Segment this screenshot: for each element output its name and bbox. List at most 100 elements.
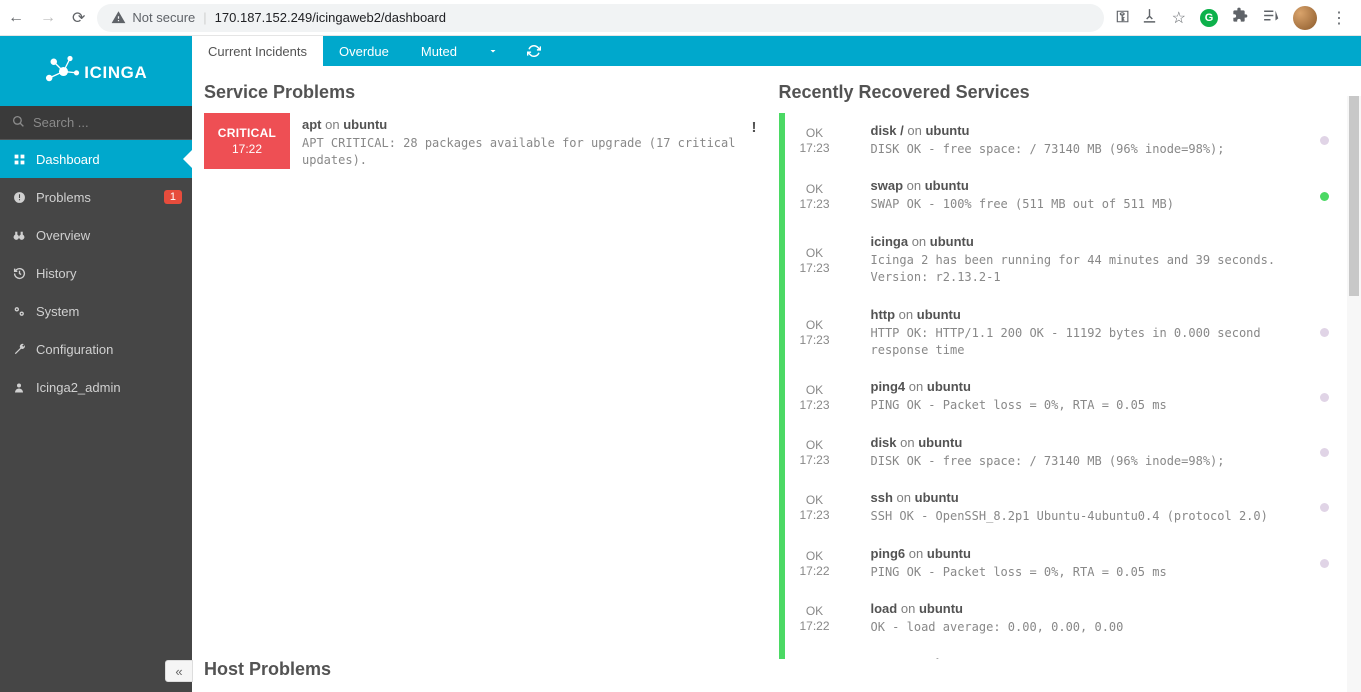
- state-label: OK: [785, 126, 845, 140]
- state-since: 17:23: [785, 508, 845, 522]
- cogs-icon: [12, 305, 26, 318]
- nav-back-button[interactable]: ←: [8, 9, 24, 27]
- recovered-service-row[interactable]: OK17:23disk on ubuntuDISK OK - free spac…: [779, 425, 1342, 480]
- recovered-service-row[interactable]: OK17:23ping4 on ubuntuPING OK - Packet l…: [779, 369, 1342, 424]
- plugin-output: OK - load average: 0.00, 0.00, 0.00: [871, 619, 1336, 636]
- recovered-service-row[interactable]: OK17:22load on ubuntuOK - load average: …: [779, 591, 1342, 646]
- status-chip: OK17:23: [785, 168, 845, 223]
- nav-forward-button[interactable]: →: [40, 9, 56, 27]
- service-line: icinga on ubuntu: [871, 234, 1336, 249]
- state-since: 17:22: [785, 619, 845, 633]
- plugin-output: SWAP OK - 100% free (511 MB out of 511 M…: [871, 196, 1315, 213]
- tab-overdue[interactable]: Overdue: [323, 36, 405, 66]
- plugin-output: PING OK - Packet loss = 0%, RTA = 0.05 m…: [871, 564, 1315, 581]
- state-since: 17:23: [785, 141, 845, 155]
- nav-reload-button[interactable]: ⟳: [72, 8, 85, 28]
- state-label: CRITICAL: [208, 126, 286, 140]
- recovered-service-row[interactable]: OK17:23swap on ubuntuSWAP OK - 100% free…: [779, 168, 1342, 223]
- service-problems-heading: Service Problems: [204, 82, 767, 103]
- recovered-service-row[interactable]: OK17:22ping6 on ubuntuPING OK - Packet l…: [779, 536, 1342, 591]
- sidebar: ICINGA DashboardProblems1 Overview History…: [0, 36, 192, 692]
- tab-muted[interactable]: Muted: [405, 36, 473, 66]
- status-chip: OK17:23: [785, 297, 845, 370]
- state-since: 17:23: [785, 261, 845, 275]
- search-input[interactable]: [33, 115, 209, 130]
- share-icon[interactable]: [1141, 7, 1158, 29]
- scrollbar-thumb[interactable]: [1349, 96, 1359, 296]
- state-label: OK: [785, 549, 845, 563]
- state-label: OK: [785, 493, 845, 507]
- recovered-service-row[interactable]: OK17:23http on ubuntuHTTP OK: HTTP/1.1 2…: [779, 297, 1342, 370]
- status-chip: OK17:23: [785, 113, 845, 168]
- sidebar-item-overview[interactable]: Overview: [0, 216, 192, 254]
- grammarly-icon[interactable]: G: [1200, 9, 1218, 27]
- status-dot-icon: [1320, 559, 1329, 568]
- state-since: 17:23: [785, 197, 845, 211]
- service-line: disk / on ubuntu: [871, 123, 1315, 138]
- state-label: OK: [785, 182, 845, 196]
- search-icon: [12, 115, 25, 131]
- plugin-output: PING OK - Packet loss = 0%, RTA = 0.05 m…: [871, 397, 1315, 414]
- state-since: 17:23: [785, 453, 845, 467]
- recovered-service-row[interactable]: OK17:22procs on ubuntuPROCS OK: 121 proc…: [779, 646, 1342, 659]
- sidebar-collapse-button[interactable]: «: [165, 660, 193, 682]
- key-icon[interactable]: ⚿: [1116, 9, 1126, 27]
- sidebar-item-label: Overview: [36, 228, 90, 243]
- service-line: apt on ubuntu: [302, 117, 742, 132]
- brand-logo[interactable]: ICINGA: [0, 36, 192, 106]
- binoculars-icon: [12, 229, 26, 242]
- plugin-output: SSH OK - OpenSSH_8.2p1 Ubuntu-4ubuntu0.4…: [871, 508, 1315, 525]
- state-label: OK: [785, 438, 845, 452]
- status-dot-icon: [1320, 503, 1329, 512]
- status-chip: OK17:23: [785, 369, 845, 424]
- sidebar-item-history[interactable]: History: [0, 254, 192, 292]
- tab-current-incidents[interactable]: Current Incidents: [192, 36, 323, 66]
- state-since: 17:22: [208, 142, 286, 156]
- tab-dropdown-icon[interactable]: [473, 36, 513, 66]
- svg-text:ICINGA: ICINGA: [84, 63, 147, 82]
- state-label: OK: [785, 246, 845, 260]
- address-url: 170.187.152.249/icingaweb2/dashboard: [215, 10, 446, 25]
- plugin-output: HTTP OK: HTTP/1.1 200 OK - 11192 bytes i…: [871, 325, 1315, 360]
- user-icon: [12, 381, 26, 394]
- sidebar-item-dashboard[interactable]: Dashboard: [0, 140, 192, 178]
- recovered-service-row[interactable]: OK17:23ssh on ubuntuSSH OK - OpenSSH_8.2…: [779, 480, 1342, 535]
- status-chip: CRITICAL 17:22: [204, 113, 290, 169]
- service-line: ping6 on ubuntu: [871, 546, 1315, 561]
- unhandled-icon: !: [742, 119, 767, 136]
- problems-badge: 1: [164, 190, 182, 204]
- bookmark-star-icon[interactable]: ☆: [1172, 8, 1186, 28]
- alert-icon: [12, 191, 26, 204]
- state-label: OK: [785, 318, 845, 332]
- tab-refresh-icon[interactable]: [513, 36, 555, 66]
- sidebar-item-icinga2-admin[interactable]: Icinga2_admin: [0, 368, 192, 406]
- address-bar[interactable]: Not secure | 170.187.152.249/icingaweb2/…: [97, 4, 1104, 32]
- plugin-output: DISK OK - free space: / 73140 MB (96% in…: [871, 453, 1315, 470]
- sidebar-item-system[interactable]: System: [0, 292, 192, 330]
- recovered-service-row[interactable]: OK17:23 icinga on ubuntu Icinga 2 has been…: [779, 224, 1342, 297]
- sidebar-item-configuration[interactable]: Configuration: [0, 330, 192, 368]
- chrome-menu-icon[interactable]: ⋮: [1331, 8, 1347, 28]
- wrench-icon: [12, 343, 26, 356]
- profile-avatar[interactable]: [1293, 6, 1317, 30]
- not-secure-indicator: Not secure: [111, 10, 195, 25]
- plugin-output: DISK OK - free space: / 73140 MB (96% in…: [871, 141, 1315, 158]
- state-label: OK: [785, 383, 845, 397]
- status-dot-icon: [1320, 328, 1329, 337]
- scrollbar-track[interactable]: [1347, 96, 1361, 692]
- status-dot-icon: [1320, 448, 1329, 457]
- status-chip: OK17:22: [785, 591, 845, 646]
- extensions-icon[interactable]: [1232, 7, 1248, 28]
- recovered-service-row[interactable]: OK17:23 disk / on ubuntu DISK OK - free sp…: [779, 113, 1342, 168]
- main-content: Current IncidentsOverdueMuted Service Pr…: [192, 36, 1361, 692]
- state-since: 17:23: [785, 398, 845, 412]
- sidebar-search[interactable]: [0, 106, 192, 140]
- plugin-output: Icinga 2 has been running for 44 minutes…: [871, 252, 1336, 287]
- plugin-output: APT CRITICAL: 28 packages available for …: [302, 135, 742, 170]
- status-dot-icon: [1320, 393, 1329, 402]
- status-chip: OK17:23: [785, 425, 845, 480]
- reading-list-icon[interactable]: [1262, 7, 1279, 29]
- sidebar-item-problems[interactable]: Problems1: [0, 178, 192, 216]
- status-dot-icon: [1320, 192, 1329, 201]
- service-problem-row[interactable]: CRITICAL 17:22 apt on ubuntu APT CRITICAL: …: [204, 113, 767, 170]
